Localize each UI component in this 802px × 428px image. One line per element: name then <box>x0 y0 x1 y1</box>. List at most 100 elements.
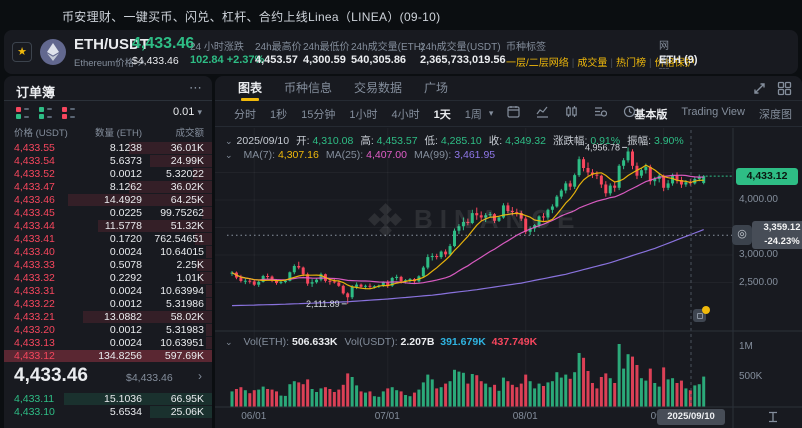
info-value: 506.633K <box>289 336 338 348</box>
info-label: 开: <box>296 135 310 147</box>
volume-bar <box>444 383 448 407</box>
ask-row[interactable]: 4,433.52 0.0012 5.32022 <box>4 167 212 180</box>
candle-body <box>444 251 448 255</box>
volume-bar <box>319 388 323 407</box>
interval-1天[interactable]: 1天 <box>433 108 451 121</box>
ob-mode-both-icon[interactable] <box>16 107 29 120</box>
network-value[interactable]: ETH (9) <box>659 54 698 66</box>
volume-bar <box>377 396 381 407</box>
ob-mode-asks-icon[interactable] <box>62 107 75 120</box>
order-book-menu-icon[interactable]: ⋯ <box>189 80 202 95</box>
favorite-star-button[interactable]: ★ <box>12 42 32 62</box>
announcement-text[interactable]: 币安理财、一键买币、闪兑、杠杆、合约上线Linea（LINEA）(09-10) <box>62 10 441 24</box>
interval-more-icon[interactable]: ▾ <box>488 108 494 118</box>
total-cell: 64.25K <box>170 193 204 206</box>
volume-bar <box>546 382 550 407</box>
tab-图表[interactable]: 图表 <box>227 76 273 101</box>
ask-row[interactable]: 4,433.45 0.0225 99.75262 <box>4 206 212 219</box>
candle-body <box>582 159 586 168</box>
ask-row[interactable]: 4,433.32 0.2292 1.01K <box>4 271 212 284</box>
total-cell: 51.32K <box>170 219 204 232</box>
tab-交易数据[interactable]: 交易数据 <box>354 80 403 95</box>
tag-link[interactable]: 热门榜 <box>616 58 646 69</box>
interval-1秒[interactable]: 1秒 <box>270 108 288 121</box>
ask-row[interactable]: 4,433.44 11.5778 51.32K <box>4 219 212 232</box>
ask-row[interactable]: 4,433.12 134.8256 597.69K <box>4 349 212 362</box>
depth-bar <box>128 141 212 154</box>
last-trade-row[interactable]: 4,433.46 $4,433.46 › <box>4 362 212 392</box>
ob-mode-bids-icon[interactable] <box>39 107 52 120</box>
interval-分时[interactable]: 分时 <box>234 108 256 121</box>
candlestick-chart[interactable]: 4,956.78 2,111.89 <box>215 128 802 428</box>
ask-row[interactable]: 4,433.13 0.0024 10.63951 <box>4 336 212 349</box>
tag-link[interactable]: 价格保护 <box>654 58 695 69</box>
tag-link[interactable]: 成交量 <box>577 58 608 69</box>
precision-dropdown[interactable]: 0.01 ▾ <box>172 106 202 118</box>
interval-4小时[interactable]: 4小时 <box>391 108 420 121</box>
pair-subtitle[interactable]: Ethereum价格 ↗ <box>74 58 145 69</box>
candle-body <box>270 276 274 281</box>
interval-1周[interactable]: 1周 <box>464 108 482 121</box>
ask-row[interactable]: 4,433.47 8.1262 36.02K <box>4 180 212 193</box>
candle-body <box>648 166 652 182</box>
interval-15分钟[interactable]: 15分钟 <box>301 108 336 121</box>
qty-cell: 8.1262 <box>109 180 142 193</box>
price-alert-handle-icon[interactable]: ◎ <box>732 225 752 246</box>
volume-bar <box>372 396 376 407</box>
ask-row[interactable]: 4,433.31 0.0024 10.63994 <box>4 284 212 297</box>
price-cell: 4,433.55 <box>14 141 55 154</box>
ask-row[interactable]: 4,433.20 0.0012 5.31983 <box>4 323 212 336</box>
volume-bar <box>239 387 243 407</box>
tag-link[interactable]: 一层/二层网络 <box>506 58 569 69</box>
indicators-icon[interactable] <box>594 105 608 123</box>
volume-bar <box>573 372 577 407</box>
line-chart-icon[interactable] <box>536 105 549 123</box>
volume-bar <box>461 372 465 407</box>
volume-bar <box>679 380 683 407</box>
view-深度图[interactable]: 深度图 <box>759 108 792 121</box>
qty-cell: 134.8256 <box>98 349 142 362</box>
info-label: 涨跌幅: <box>552 135 588 147</box>
bid-row[interactable]: 4,433.10 5.6534 25.06K <box>4 405 212 418</box>
tab-币种信息[interactable]: 币种信息 <box>284 80 333 95</box>
volume-bar <box>257 389 261 407</box>
fullscreen-icon[interactable] <box>752 81 767 96</box>
info-value: 4,285.10 <box>437 135 482 147</box>
ticker-header: ★ ETH/USDT Ethereum价格 ↗ 4,433.46 $4,433.… <box>4 30 798 74</box>
view-Trading View[interactable]: Trading View <box>681 105 745 118</box>
bid-row[interactable]: 4,433.11 15.1036 66.95K <box>4 392 212 405</box>
ask-row[interactable]: 4,433.55 8.1238 36.01K <box>4 141 212 154</box>
candle-chart-icon[interactable] <box>565 105 578 123</box>
volume-bar <box>515 387 519 407</box>
volume-bar <box>479 381 483 407</box>
announcement-bar[interactable]: 币安理财、一键买币、闪兑、杠杆、合约上线Linea（LINEA）(09-10) <box>0 0 802 30</box>
collapse-icon: ⌄ <box>225 337 233 347</box>
price-axis-label: 3,000.00 <box>739 249 778 260</box>
layout-grid-icon[interactable] <box>777 81 792 96</box>
ask-row[interactable]: 4,433.46 14.4929 64.25K <box>4 193 212 206</box>
tab-广场[interactable]: 广场 <box>424 80 449 95</box>
price-scale-adjust-icon[interactable] <box>767 410 779 428</box>
timezone-clock-icon[interactable] <box>623 105 636 123</box>
view-基本版[interactable]: 基本版 <box>634 108 668 121</box>
volume-axis-label: 1M <box>739 341 753 352</box>
info-value: 4,407.00 <box>363 149 407 161</box>
interval-1小时[interactable]: 1小时 <box>349 108 378 121</box>
ask-row[interactable]: 4,433.41 0.1720 762.54651 <box>4 232 212 245</box>
token-tags-list: 一层/二层网络 | 成交量 | 热门榜 | 价格保护 <box>506 54 695 69</box>
volume-bar <box>528 381 532 407</box>
volume-bar <box>292 381 296 407</box>
date-range-icon[interactable] <box>507 105 521 123</box>
volume-bar <box>582 357 586 407</box>
ask-row[interactable]: 4,433.22 0.0012 5.31986 <box>4 297 212 310</box>
info-label: 振幅: <box>627 135 652 147</box>
ask-row[interactable]: 4,433.21 13.0882 58.02K <box>4 310 212 323</box>
ask-row[interactable]: 4,433.40 0.0024 10.64015 <box>4 245 212 258</box>
ask-row[interactable]: 4,433.54 5.6373 24.99K <box>4 154 212 167</box>
volume-bar <box>533 388 537 407</box>
chevron-right-icon[interactable]: › <box>198 369 202 383</box>
volume-bar <box>604 373 608 407</box>
candle-body <box>622 160 626 166</box>
ask-row[interactable]: 4,433.33 0.5078 2.25K <box>4 258 212 271</box>
price-cell: 4,433.33 <box>14 258 55 271</box>
